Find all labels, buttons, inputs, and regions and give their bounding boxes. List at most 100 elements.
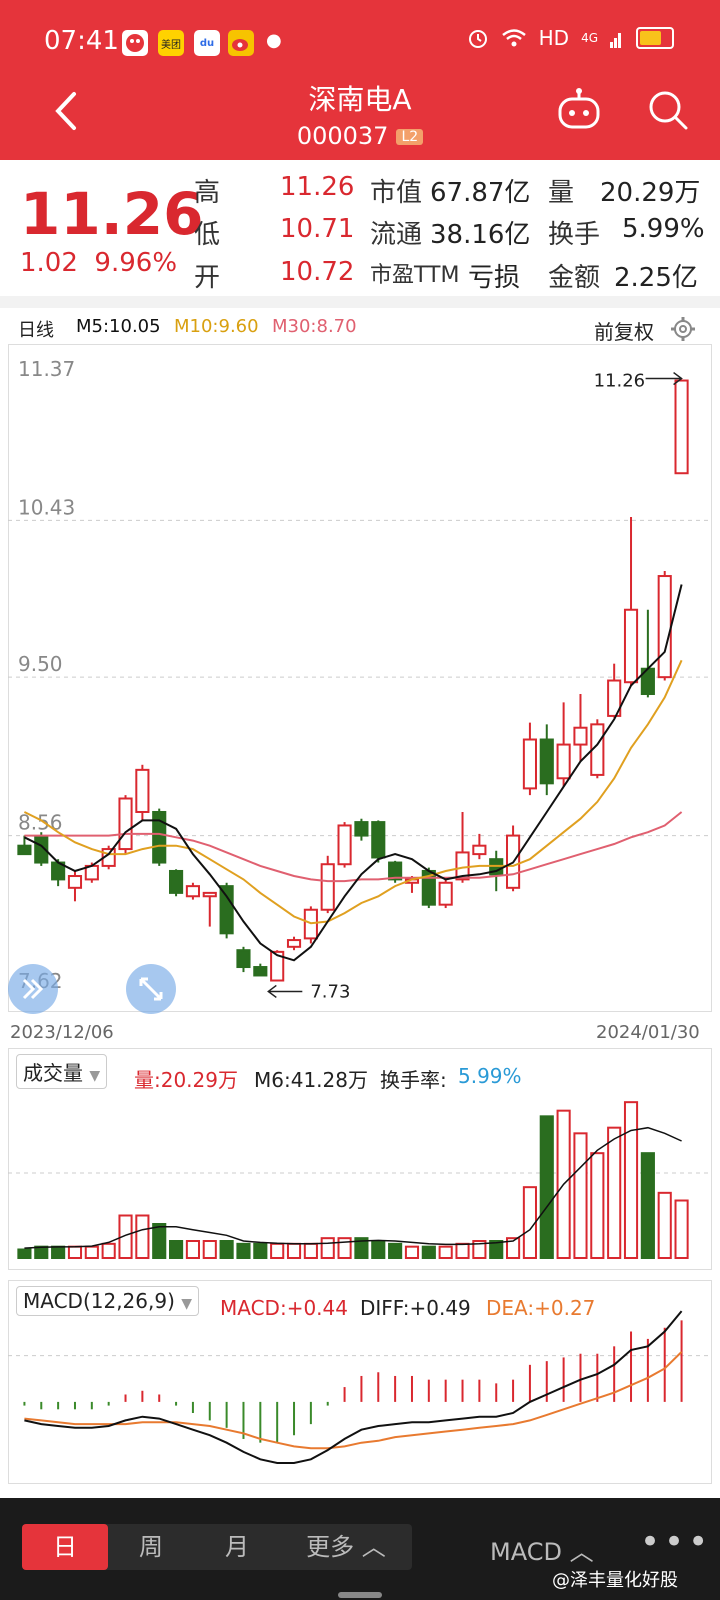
bottom-toolbar: 日 周 月 更多 ︿ MACD ︿ ••• [0, 1498, 720, 1600]
candle [135, 768, 150, 813]
candle [219, 885, 234, 935]
low-label: 低 [194, 220, 221, 250]
volume-bar [236, 1242, 251, 1259]
candle [371, 821, 386, 859]
volume-label: 量 [548, 178, 575, 208]
change-percent: 9.96% [94, 248, 178, 278]
volume-value: 20.29万 [600, 178, 701, 208]
macd-frame [8, 1280, 712, 1484]
dropdown-arrow-icon: ▼ [181, 1296, 193, 1312]
alarm-icon [468, 30, 487, 48]
meituan-icon: 美团 [158, 30, 184, 56]
volume-chart[interactable] [8, 1048, 712, 1270]
candle [169, 869, 184, 894]
candle [472, 844, 487, 856]
candle [337, 824, 352, 866]
fullscreen-button[interactable] [126, 964, 176, 1014]
pe-value: 亏损 [468, 263, 521, 293]
low-value: 10.71 [280, 214, 355, 244]
volume-bar [118, 1214, 133, 1259]
pe-label: 市盈TTM [370, 263, 460, 288]
volume-bar [185, 1240, 200, 1259]
top-bar: 07:41 美团 du ● HD 4G 深南电A 000037 L2 [0, 0, 720, 160]
volume-bar [506, 1237, 521, 1260]
period-month-tab[interactable]: 月 [225, 1533, 249, 1561]
change-value: 1.02 [20, 248, 78, 278]
volume-m6-line [24, 1126, 682, 1249]
dea-line [24, 1351, 683, 1450]
weibo-icon [228, 30, 254, 56]
candle [270, 950, 285, 982]
volume-bar [34, 1245, 49, 1260]
float-cap-label: 流通 [370, 220, 423, 250]
stock-name: 深南电A [308, 83, 412, 116]
volume-bar [539, 1115, 554, 1260]
volume-bar [337, 1237, 352, 1260]
market-cap-label: 市值 [370, 178, 423, 208]
back-arrow-icon[interactable] [44, 86, 94, 136]
robot-assistant-icon[interactable] [556, 88, 602, 130]
volume-bar [388, 1242, 403, 1259]
l2-badge: L2 [396, 129, 424, 145]
dropdown-arrow-icon: ▼ [89, 1068, 101, 1084]
volume-bar [455, 1242, 470, 1259]
candle [674, 379, 689, 475]
volume-bar [135, 1214, 150, 1259]
status-right: HD 4G [467, 26, 674, 50]
dea-readout: DEA:+0.27 [486, 1296, 596, 1320]
float-cap-value: 38.16亿 [430, 220, 531, 250]
candle [657, 575, 672, 679]
period-more-tab[interactable]: 更多 ︿ [306, 1533, 386, 1561]
volume-bar [657, 1191, 672, 1259]
volume-bar [590, 1152, 605, 1259]
open-label: 开 [194, 263, 221, 293]
more-options-button[interactable]: ••• [640, 1522, 713, 1562]
date-end: 2024/01/30 [596, 1022, 700, 1043]
ma5-legend: M5:10.05 [76, 316, 161, 337]
network-label: HD [538, 26, 570, 50]
adjust-toggle[interactable]: 前复权 [594, 320, 654, 344]
volume-bar [438, 1245, 453, 1260]
volume-bar [67, 1245, 83, 1260]
amount-value: 2.25亿 [614, 263, 698, 293]
volume-bar [472, 1240, 487, 1259]
settings-gear-icon[interactable] [670, 316, 696, 342]
battery-icon [636, 27, 674, 49]
signal-icon [610, 33, 621, 48]
indicator-switch-button[interactable]: MACD ︿ [490, 1538, 594, 1566]
y-tick-label: 10.43 [18, 495, 75, 519]
chart-frame [8, 344, 712, 1012]
volume-bar [169, 1240, 184, 1259]
volume-bar [421, 1245, 436, 1260]
candle [556, 743, 571, 780]
volume-bar [101, 1242, 116, 1259]
candle [539, 738, 554, 785]
candle [623, 608, 639, 684]
diff-readout: DIFF:+0.49 [360, 1296, 471, 1320]
fast-forward-button[interactable] [8, 964, 58, 1014]
period-day-tab[interactable]: 日 [22, 1524, 108, 1570]
ma5-line [23, 584, 683, 962]
ma10-legend: M10:9.60 [174, 316, 259, 337]
stock-code: 000037 [296, 122, 389, 150]
candle [522, 738, 537, 790]
volume-indicator-select[interactable]: 成交量 ▼ [16, 1054, 108, 1089]
search-icon[interactable] [646, 88, 690, 132]
candle [152, 810, 167, 864]
y-tick-label: 11.37 [18, 357, 75, 381]
volume-readout: 量:20.29万 [134, 1068, 238, 1092]
candle [573, 726, 588, 746]
macd-chart[interactable] [8, 1280, 712, 1484]
high-arrow-icon [645, 371, 683, 386]
candle [185, 885, 200, 898]
period-week-tab[interactable]: 周 [139, 1533, 163, 1561]
macd-indicator-select[interactable]: MACD(12,26,9) ▼ [16, 1286, 200, 1316]
turnover-label: 换手 [548, 220, 601, 250]
home-indicator[interactable] [338, 1592, 382, 1598]
candle [202, 891, 217, 898]
volume-bar [404, 1245, 420, 1260]
baidu-icon: du [194, 30, 220, 56]
volume-m6-readout: M6:41.28万 [254, 1068, 368, 1092]
candle [388, 861, 403, 881]
